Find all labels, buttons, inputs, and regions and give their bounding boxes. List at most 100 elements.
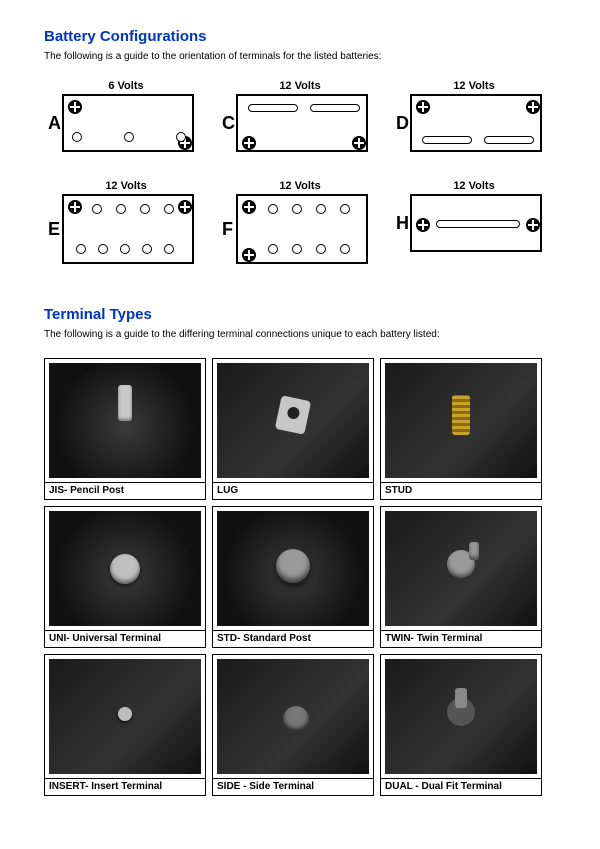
terminal-shape-icon xyxy=(452,395,470,435)
terminal-type-cell: STD- Standard Post xyxy=(212,506,374,648)
terminal-filled-icon xyxy=(68,100,82,114)
vent-icon xyxy=(316,204,326,214)
vent-icon xyxy=(76,244,86,254)
terminal-type-cell: JIS- Pencil Post xyxy=(44,358,206,500)
configuration-letter: D xyxy=(396,114,410,132)
vent-icon xyxy=(116,204,126,214)
vent-icon xyxy=(98,244,108,254)
terminal-type-label: JIS- Pencil Post xyxy=(45,482,205,499)
terminal-filled-icon xyxy=(68,200,82,214)
battery-diagram xyxy=(236,94,368,152)
configuration-cell: 12 Volts D xyxy=(396,80,552,152)
terminal-photo xyxy=(49,363,201,478)
vent-icon xyxy=(176,132,186,142)
configuration-cell: 12 Volts F xyxy=(222,180,378,264)
terminal-filled-icon xyxy=(352,136,366,150)
terminal-type-cell: UNI- Universal Terminal xyxy=(44,506,206,648)
terminal-filled-icon xyxy=(242,248,256,262)
configuration-cell: 12 Volts C xyxy=(222,80,378,152)
configurations-grid: 6 VoltsA12 VoltsC12 VoltsD12 VoltsE12 Vo… xyxy=(44,80,556,264)
terminal-type-label: UNI- Universal Terminal xyxy=(45,630,205,647)
configuration-volts-label: 12 Volts xyxy=(396,180,552,192)
vent-icon xyxy=(92,204,102,214)
terminal-shape-icon xyxy=(110,554,140,584)
slot-icon xyxy=(422,136,472,144)
terminal-filled-icon xyxy=(242,200,256,214)
terminal-types-grid: JIS- Pencil Post LUG STUD UNI- Universal Te… xyxy=(44,358,556,796)
vent-icon xyxy=(292,204,302,214)
terminal-type-label: INSERT- Insert Terminal xyxy=(45,778,205,795)
configuration-cell: 12 Volts E xyxy=(48,180,204,264)
terminal-shape-icon xyxy=(441,544,481,584)
battery-diagram xyxy=(410,194,542,252)
terminal-photo xyxy=(49,511,201,626)
terminal-filled-icon xyxy=(242,136,256,150)
configuration-letter: C xyxy=(222,114,236,132)
terminal-filled-icon xyxy=(416,218,430,232)
vent-icon xyxy=(164,244,174,254)
configuration-cell: 12 Volts H xyxy=(396,180,552,264)
configuration-letter: H xyxy=(396,214,410,232)
configuration-volts-label: 12 Volts xyxy=(396,80,552,92)
vent-icon xyxy=(142,244,152,254)
terminal-type-label: DUAL - Dual Fit Terminal xyxy=(381,778,541,795)
terminal-type-label: STD- Standard Post xyxy=(213,630,373,647)
slot-icon xyxy=(310,104,360,112)
vent-icon xyxy=(124,132,134,142)
slot-icon xyxy=(436,220,520,228)
configuration-volts-label: 12 Volts xyxy=(222,180,378,192)
vent-icon xyxy=(268,204,278,214)
vent-icon xyxy=(340,244,350,254)
terminal-shape-icon xyxy=(276,549,310,583)
configuration-volts-label: 12 Volts xyxy=(222,80,378,92)
vent-icon xyxy=(340,204,350,214)
terminal-photo xyxy=(217,511,369,626)
terminal-filled-icon xyxy=(526,100,540,114)
terminal-photo xyxy=(385,511,537,626)
vent-icon xyxy=(164,204,174,214)
slot-icon xyxy=(248,104,298,112)
terminal-photo xyxy=(217,363,369,478)
configuration-volts-label: 12 Volts xyxy=(48,180,204,192)
configuration-letter: A xyxy=(48,114,62,132)
terminal-type-cell: TWIN- Twin Terminal xyxy=(380,506,542,648)
terminal-shape-icon xyxy=(118,385,132,421)
terminal-shape-icon xyxy=(283,706,309,732)
vent-icon xyxy=(316,244,326,254)
configuration-volts-label: 6 Volts xyxy=(48,80,204,92)
configuration-letter: F xyxy=(222,220,236,238)
terminal-photo xyxy=(385,659,537,774)
configuration-cell: 6 Volts A xyxy=(48,80,204,152)
terminal-types-heading: Terminal Types xyxy=(44,306,556,323)
terminal-type-cell: LUG xyxy=(212,358,374,500)
configurations-description: The following is a guide to the orientat… xyxy=(44,51,556,62)
vent-icon xyxy=(120,244,130,254)
terminal-type-cell: STUD xyxy=(380,358,542,500)
terminal-type-label: STUD xyxy=(381,482,541,499)
battery-diagram xyxy=(236,194,368,264)
terminal-type-cell: INSERT- Insert Terminal xyxy=(44,654,206,796)
vent-icon xyxy=(268,244,278,254)
battery-diagram xyxy=(62,194,194,264)
battery-diagram xyxy=(410,94,542,152)
configuration-letter: E xyxy=(48,220,62,238)
terminal-filled-icon xyxy=(416,100,430,114)
terminal-types-description: The following is a guide to the differin… xyxy=(44,329,556,340)
vent-icon xyxy=(292,244,302,254)
terminal-shape-icon xyxy=(275,395,311,434)
battery-diagram xyxy=(62,94,194,152)
terminal-shape-icon xyxy=(118,707,132,721)
terminal-type-cell: SIDE - Side Terminal xyxy=(212,654,374,796)
terminal-photo xyxy=(49,659,201,774)
configurations-heading: Battery Configurations xyxy=(44,28,556,45)
terminal-type-label: SIDE - Side Terminal xyxy=(213,778,373,795)
terminal-type-label: TWIN- Twin Terminal xyxy=(381,630,541,647)
vent-icon xyxy=(140,204,150,214)
terminal-photo xyxy=(385,363,537,478)
terminal-type-label: LUG xyxy=(213,482,373,499)
terminal-type-cell: DUAL - Dual Fit Terminal xyxy=(380,654,542,796)
terminal-photo xyxy=(217,659,369,774)
terminal-shape-icon xyxy=(443,694,479,730)
vent-icon xyxy=(72,132,82,142)
terminal-filled-icon xyxy=(178,200,192,214)
